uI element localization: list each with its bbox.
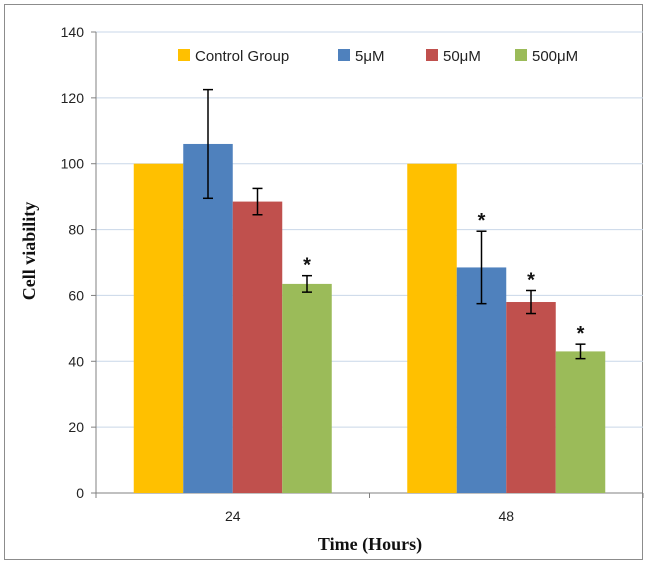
bar bbox=[407, 163, 457, 493]
y-tick-label: 120 bbox=[61, 90, 85, 106]
x-tick-label: 48 bbox=[498, 508, 514, 524]
significance-marker: * bbox=[577, 323, 585, 345]
legend-label: 500μM bbox=[532, 48, 578, 65]
error-bars bbox=[203, 88, 586, 360]
y-tick-label: 80 bbox=[68, 222, 84, 238]
bar bbox=[506, 302, 556, 493]
bar bbox=[232, 201, 283, 493]
bar bbox=[133, 163, 184, 493]
bar-chart: 0 20 40 60 80 100 120 140 24 48 * * * * Control Grou… bbox=[19, 24, 644, 555]
chart-frame: 0 20 40 60 80 100 120 140 24 48 * * * * Control Grou… bbox=[4, 4, 644, 560]
y-tick-label: 100 bbox=[61, 156, 85, 172]
significance-marker: * bbox=[303, 255, 311, 277]
legend-label: 50μM bbox=[443, 48, 481, 65]
significance-marker: * bbox=[478, 210, 486, 232]
y-axis-title: Cell viability bbox=[19, 202, 39, 301]
legend-label: 5μM bbox=[355, 48, 384, 65]
x-axis-title: Time (Hours) bbox=[318, 534, 422, 555]
legend-swatch bbox=[426, 49, 438, 61]
bar bbox=[456, 267, 507, 493]
legend-swatch bbox=[178, 49, 190, 61]
legend-swatch bbox=[515, 49, 527, 61]
y-tick-label: 140 bbox=[61, 24, 85, 40]
y-tick-label: 40 bbox=[68, 353, 84, 369]
bar bbox=[183, 143, 233, 493]
legend-label: Control Group bbox=[195, 48, 289, 65]
bar bbox=[555, 351, 606, 493]
significance-markers: * * * * bbox=[303, 210, 585, 345]
y-tick-label: 60 bbox=[68, 287, 84, 303]
x-tick-label: 24 bbox=[225, 508, 241, 524]
bar bbox=[282, 283, 332, 493]
legend: Control Group 5μM 50μM 500μM bbox=[178, 48, 578, 65]
y-tick-label: 20 bbox=[68, 419, 84, 435]
significance-marker: * bbox=[527, 269, 535, 291]
bars bbox=[133, 143, 606, 493]
legend-swatch bbox=[338, 49, 350, 61]
y-tick-label: 0 bbox=[76, 485, 84, 501]
